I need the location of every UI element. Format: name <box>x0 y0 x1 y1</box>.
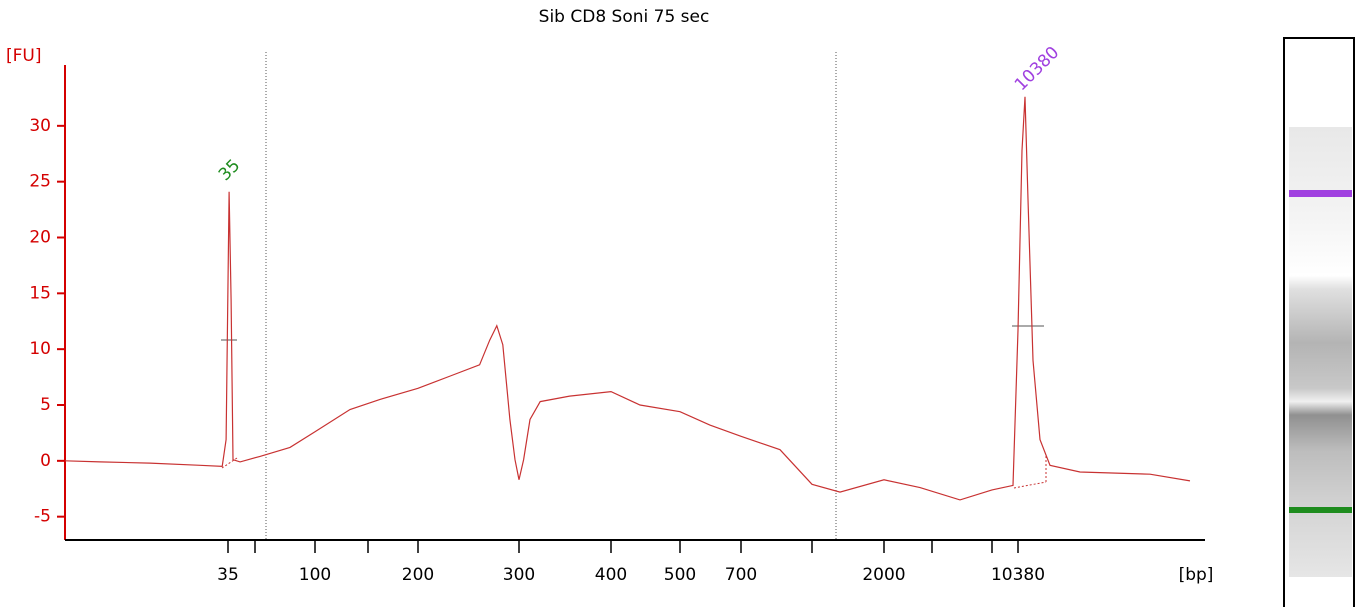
x-tick-label: 500 <box>664 565 696 585</box>
peak-baseline <box>221 457 238 469</box>
x-tick-label: 200 <box>402 565 434 585</box>
y-tick-label: 10 <box>29 339 51 359</box>
peak-label: 35 <box>215 156 244 185</box>
y-tick-label: 15 <box>29 283 51 303</box>
x-tick-label: 300 <box>503 565 535 585</box>
x-tick-label: 100 <box>299 565 331 585</box>
y-tick-label: -5 <box>34 507 51 527</box>
y-tick-label: 25 <box>29 172 51 192</box>
gel-band <box>1289 507 1352 513</box>
gel-band <box>1289 190 1352 197</box>
trace <box>64 96 1191 501</box>
x-tick-label: 700 <box>725 565 757 585</box>
x-tick-label: 400 <box>595 565 627 585</box>
chart-title: Sib CD8 Soni 75 sec <box>539 7 710 27</box>
x-tick-label: 35 <box>217 565 239 585</box>
x-tick-label: 10380 <box>991 565 1045 585</box>
x-axis-label: [bp] <box>1179 565 1214 585</box>
y-tick-label: 0 <box>40 451 51 471</box>
y-tick-label: 20 <box>29 228 51 248</box>
gel-lane <box>1289 127 1352 577</box>
y-tick-label: 30 <box>29 116 51 136</box>
peak-label: 10380 <box>1011 43 1063 95</box>
peak-baseline <box>1013 481 1047 489</box>
x-tick-label: 2000 <box>862 565 905 585</box>
y-tick-label: 5 <box>40 395 51 415</box>
y-axis-label: [FU] <box>6 46 42 66</box>
